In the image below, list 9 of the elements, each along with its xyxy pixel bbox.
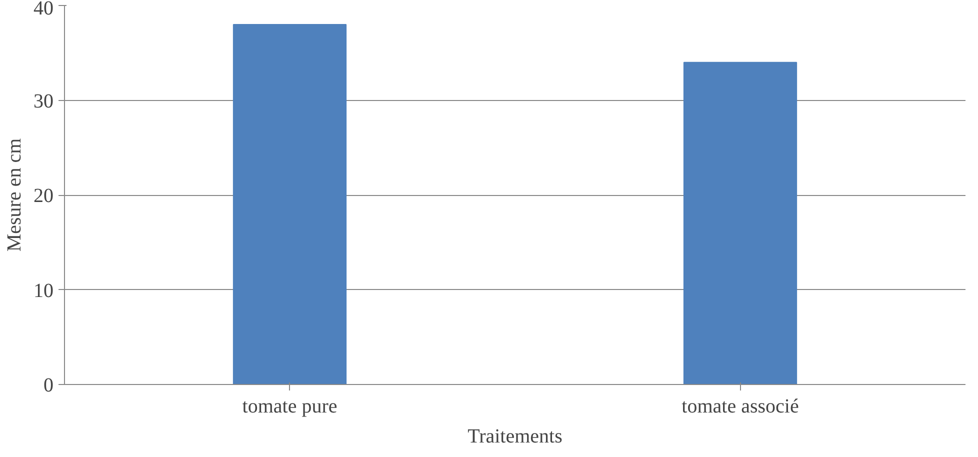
x-tick-label: tomate pure (242, 396, 338, 418)
x-axis-title: Traitements (468, 426, 563, 448)
y-tick-label: 30 (34, 90, 54, 112)
y-tick-label: 20 (34, 185, 54, 207)
x-tick-label: tomate associé (682, 396, 799, 418)
y-tick-label: 40 (34, 0, 54, 20)
y-axis-title: Mesure en cm (4, 138, 26, 252)
y-tick-label: 10 (34, 280, 54, 302)
y-tick-label: 0 (44, 374, 54, 396)
